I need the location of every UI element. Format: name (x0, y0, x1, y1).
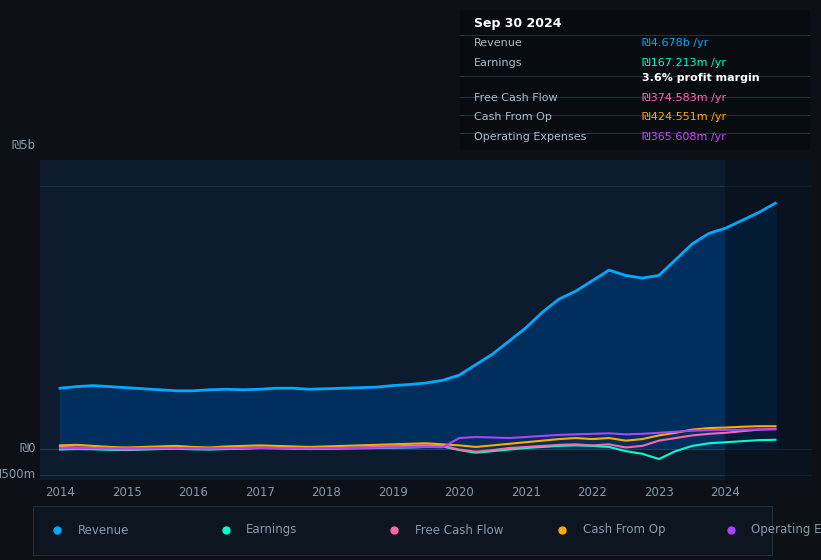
Text: ₪0: ₪0 (20, 442, 36, 455)
Text: ₪424.551m /yr: ₪424.551m /yr (642, 112, 726, 122)
Bar (726, 160, 812, 480)
Text: Earnings: Earnings (474, 58, 522, 68)
Text: Revenue: Revenue (474, 38, 523, 48)
Text: Revenue: Revenue (78, 524, 130, 536)
Text: ₪374.583m /yr: ₪374.583m /yr (642, 92, 726, 102)
Text: ₪5b: ₪5b (11, 139, 36, 152)
Text: Operating Expenses: Operating Expenses (751, 524, 821, 536)
Bar (33, 506, 772, 555)
Text: ₪167.213m /yr: ₪167.213m /yr (642, 58, 726, 68)
Text: ₪365.608m /yr: ₪365.608m /yr (642, 132, 726, 142)
Text: ₪4.678b /yr: ₪4.678b /yr (642, 38, 709, 48)
Text: Sep 30 2024: Sep 30 2024 (474, 17, 562, 30)
Text: Earnings: Earnings (246, 524, 298, 536)
Text: 3.6% profit margin: 3.6% profit margin (642, 73, 759, 83)
Text: Free Cash Flow: Free Cash Flow (474, 92, 557, 102)
Text: Operating Expenses: Operating Expenses (474, 132, 586, 142)
Text: Cash From Op: Cash From Op (583, 524, 665, 536)
Text: -₪500m: -₪500m (0, 468, 36, 481)
Text: Cash From Op: Cash From Op (474, 112, 552, 122)
Text: Free Cash Flow: Free Cash Flow (415, 524, 503, 536)
